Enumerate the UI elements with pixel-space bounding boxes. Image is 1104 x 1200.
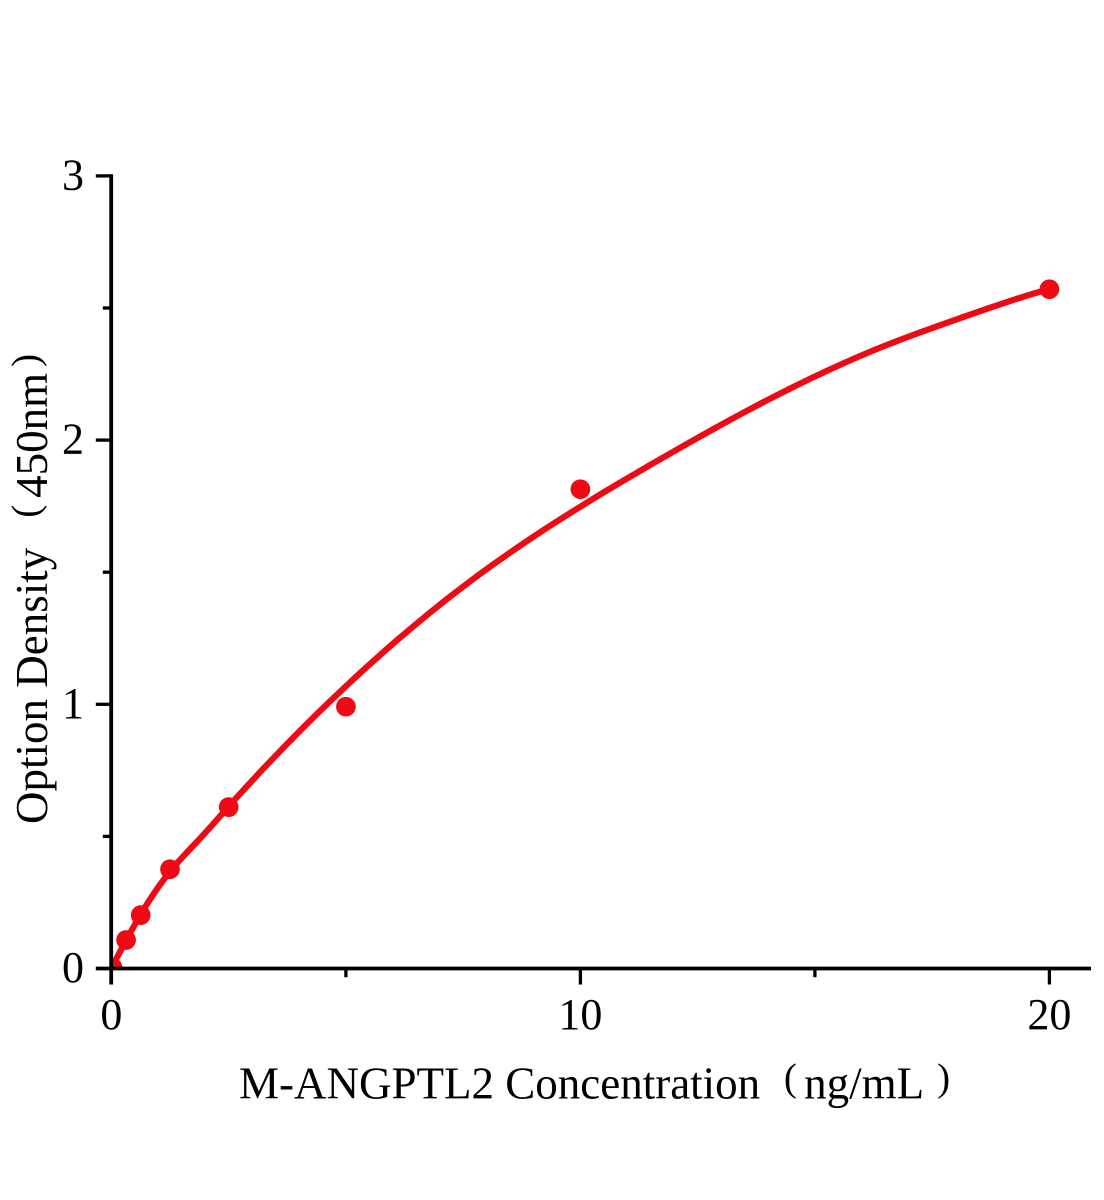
svg-text:M-ANGPTL2 Concentration(ng/mL): M-ANGPTL2 Concentration(ng/mL) bbox=[239, 1056, 950, 1108]
svg-text:1: 1 bbox=[62, 679, 84, 728]
svg-text:10: 10 bbox=[558, 990, 602, 1039]
svg-text:0: 0 bbox=[100, 990, 122, 1039]
svg-text:3: 3 bbox=[62, 151, 84, 200]
svg-text:2: 2 bbox=[62, 415, 84, 464]
svg-text:0: 0 bbox=[62, 943, 84, 992]
svg-text:20: 20 bbox=[1027, 990, 1071, 1039]
svg-text:Option Density(450nm): Option Density(450nm) bbox=[5, 354, 57, 824]
